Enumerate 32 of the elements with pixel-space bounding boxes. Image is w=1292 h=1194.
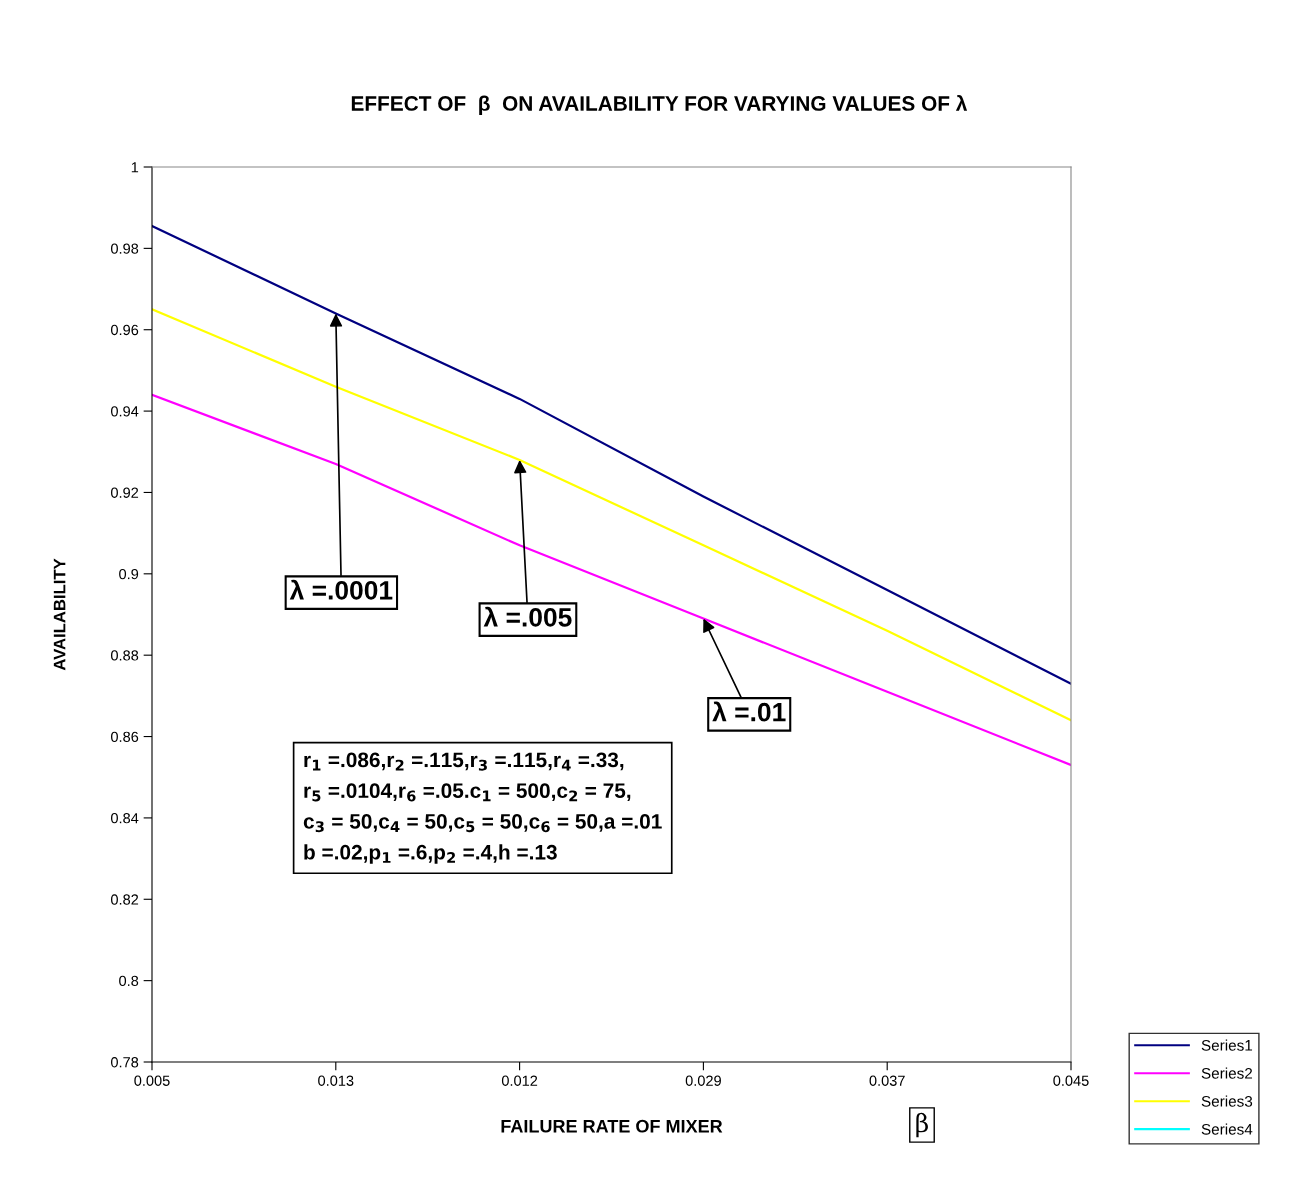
line-series xyxy=(152,224,1071,685)
x-tick-label: 0.045 xyxy=(1053,1075,1089,1086)
x-tick-label: 0.005 xyxy=(134,1075,170,1086)
x-tick-label: 0.029 xyxy=(685,1075,721,1086)
legend-label: Series1 xyxy=(1201,1039,1253,1051)
legend-label: Series2 xyxy=(1201,1067,1253,1079)
y-tick-label: 1 xyxy=(131,162,139,173)
y-tick-label: 0.94 xyxy=(110,406,139,417)
y-tick-label: 0.86 xyxy=(110,731,139,742)
y-tick-label: 0.98 xyxy=(110,243,139,254)
text: r$_{1}$ =.086,r$_{2}$ =.115,r$_{3}$ =.115,r$_{4}$ =.33, r$_{5}$ =.0104,r$_{6}$ =.05.c$_{1}$ = 500,c$_{2}$ = 75, c$_{3}$ = 50,c$_{4}$ = 50,c$_{5}$ = 50,c$_{6}$ = 50,a =.01 b =.02,p$_{1}$ =.6,p$_{2}$ =.4,h =.13 xyxy=(303,752,662,864)
y-tick-label: 0.96 xyxy=(110,324,139,336)
y-tick-label: 0.84 xyxy=(110,813,139,824)
y-tick-label: 0.9 xyxy=(119,568,139,580)
legend-label: Series3 xyxy=(1201,1095,1253,1107)
y-axis-title: AVAILABILITY xyxy=(53,558,66,671)
x-tick-label: 0.037 xyxy=(869,1075,905,1086)
annotation: λ =.0001 xyxy=(289,579,393,600)
x-tick-label: 0.013 xyxy=(318,1075,354,1086)
y-tick-label: 0.88 xyxy=(110,650,139,661)
text: β xyxy=(916,1112,928,1138)
y-tick-label: 0.92 xyxy=(110,487,139,498)
x-axis-title: FAILURE RATE OF MIXER xyxy=(501,1119,723,1133)
chart-title: EFFECT OF β ON AVAILABILITY FOR VARYING VALUES OF λ xyxy=(351,95,968,115)
legend-label: Series4 xyxy=(1201,1123,1253,1135)
x-tick-label: 0.012 xyxy=(501,1075,538,1086)
annotation: λ =.01 xyxy=(712,701,786,722)
y-tick-label: 0.8 xyxy=(119,975,139,987)
line-series xyxy=(152,308,1071,722)
annotation: λ =.005 xyxy=(483,606,572,627)
y-tick-label: 0.78 xyxy=(110,1057,139,1068)
y-tick-label: 0.82 xyxy=(110,894,139,905)
